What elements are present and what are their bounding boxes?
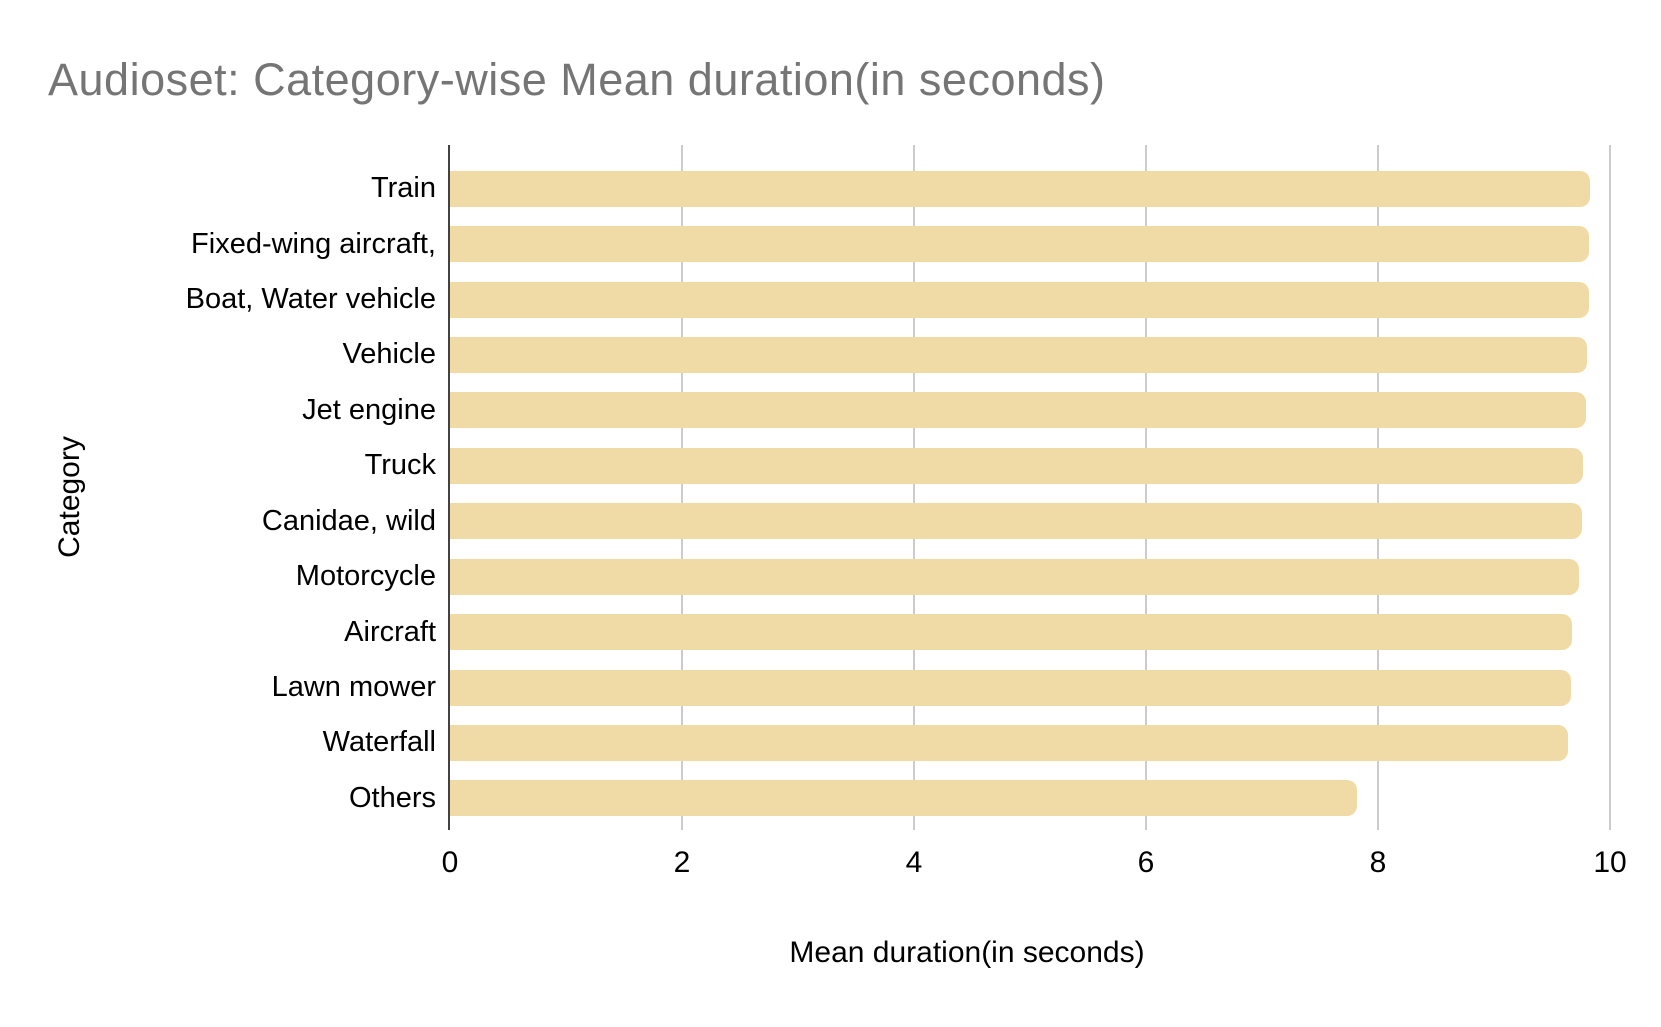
bar-fixed-wing-aircraft — [450, 226, 1590, 263]
bar-boat-water-vehicle — [450, 281, 1590, 318]
category-axis-labels: Train Fixed-wing aircraft, Boat, Water veh… — [0, 161, 436, 826]
gridline-10 — [1609, 145, 1611, 830]
bar-others — [450, 780, 1358, 817]
bar-aircraft — [450, 614, 1572, 651]
category-label: Fixed-wing aircraft, — [191, 227, 436, 260]
bar-band — [450, 715, 1610, 770]
category-label: Boat, Water vehicle — [185, 283, 436, 316]
x-tick-label-10: 10 — [1593, 846, 1627, 879]
category-label: Train — [371, 172, 436, 205]
x-tick-label-2: 2 — [673, 846, 691, 879]
bar-series — [450, 161, 1610, 826]
category-label: Others — [348, 781, 436, 814]
bar-jet-engine — [450, 392, 1586, 429]
category-label: Vehicle — [342, 338, 436, 371]
bar-motorcycle — [450, 558, 1579, 595]
bar-band — [450, 216, 1610, 271]
bar-band — [450, 549, 1610, 604]
plot-area — [448, 145, 1611, 830]
bar-band — [450, 494, 1610, 549]
gridline-2 — [681, 145, 683, 830]
category-label: Canidae, wild — [261, 504, 436, 537]
category-label: Aircraft — [344, 615, 436, 648]
chart-title: Audioset: Category-wise Mean duration(in… — [48, 54, 1106, 105]
bar-vehicle — [450, 336, 1587, 373]
bar-band — [450, 604, 1610, 659]
x-tick-label-8: 8 — [1369, 846, 1387, 879]
bar-lawn-mower — [450, 669, 1571, 706]
y-axis-line — [448, 145, 450, 830]
bar-band — [450, 771, 1610, 826]
bar-canidae-wild — [450, 503, 1583, 540]
category-label: Jet engine — [302, 393, 436, 426]
x-tick-label-0: 0 — [441, 846, 459, 879]
x-axis-ticks: 0 2 4 6 8 10 — [0, 846, 1661, 886]
bar-truck — [450, 447, 1584, 484]
bar-waterfall — [450, 724, 1569, 761]
bar-band — [450, 272, 1610, 327]
category-label: Waterfall — [322, 726, 436, 759]
gridline-6 — [1145, 145, 1147, 830]
bar-band — [450, 327, 1610, 382]
x-axis-title: Mean duration(in seconds) — [789, 936, 1145, 969]
bar-band — [450, 660, 1610, 715]
category-label: Lawn mower — [271, 671, 436, 703]
x-tick-label-6: 6 — [1137, 846, 1155, 879]
category-label: Motorcycle — [295, 560, 436, 593]
gridline-4 — [913, 145, 915, 830]
x-tick-label-4: 4 — [905, 846, 923, 879]
bar-band — [450, 383, 1610, 438]
gridline-8 — [1377, 145, 1379, 830]
bar-train — [450, 170, 1591, 207]
category-label: Truck — [364, 449, 436, 482]
bar-band — [450, 438, 1610, 493]
bar-band — [450, 161, 1610, 216]
